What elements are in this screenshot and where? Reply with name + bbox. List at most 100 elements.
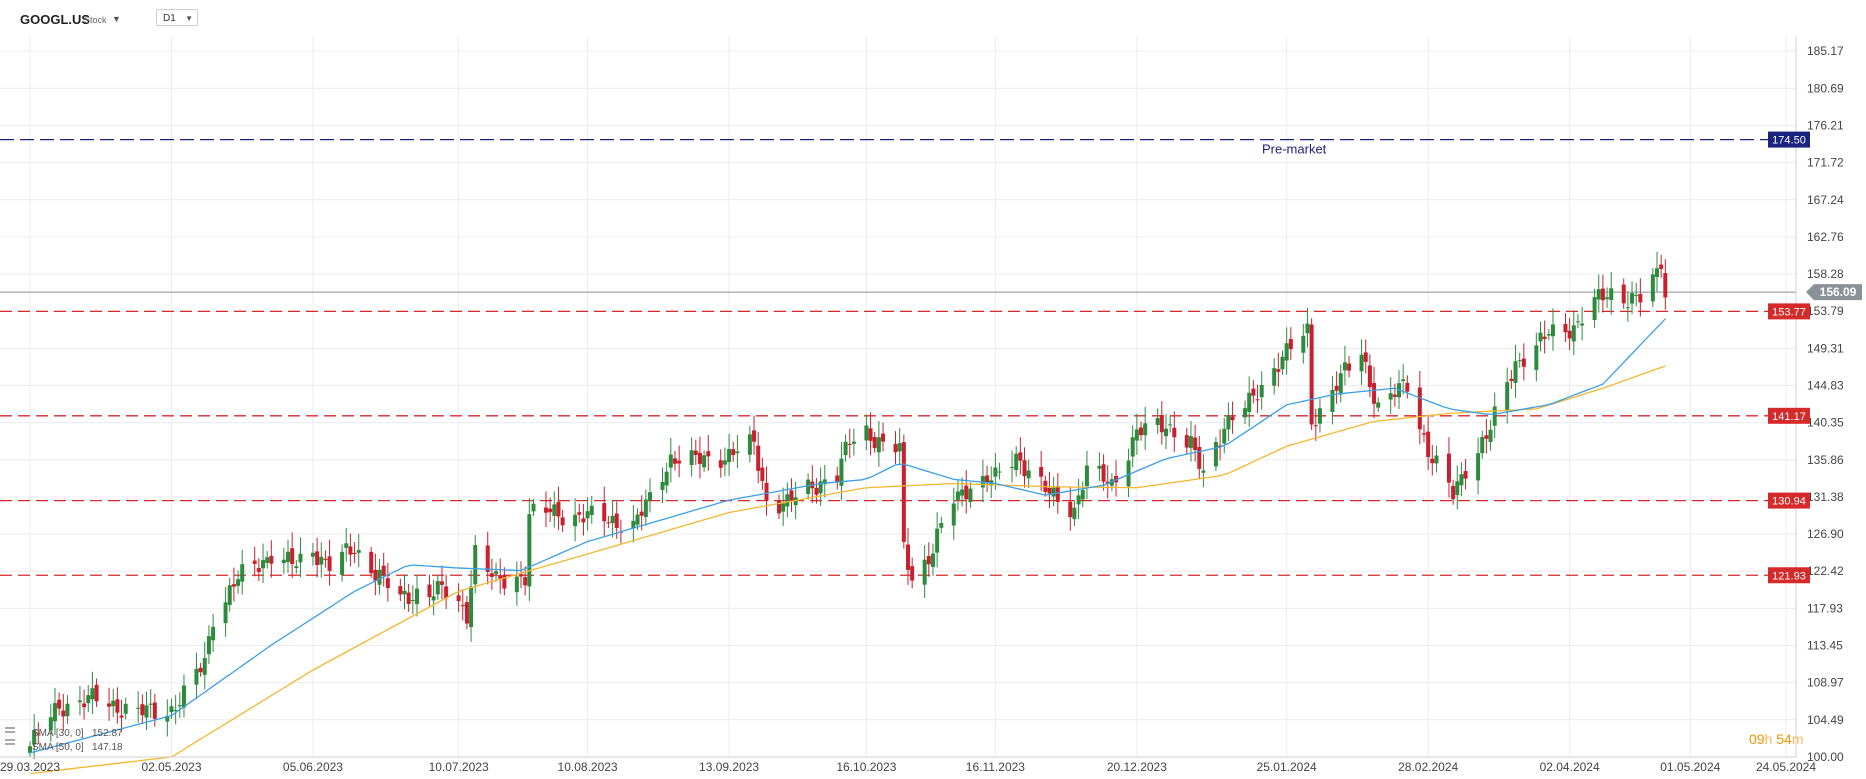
candle-up xyxy=(660,481,665,490)
y-tick-label: 122.42 xyxy=(1807,564,1844,578)
candle-down xyxy=(1521,358,1526,367)
candle-down xyxy=(1663,273,1668,298)
candle-up xyxy=(1109,479,1114,486)
candle-up xyxy=(298,553,303,563)
candle-down xyxy=(1563,324,1568,333)
candle-up xyxy=(573,514,578,527)
candle-up xyxy=(1455,481,1460,496)
candle-up xyxy=(822,479,827,485)
candle-down xyxy=(1600,288,1605,301)
timer-hours: 09 xyxy=(1749,731,1765,747)
candle-up xyxy=(610,515,615,524)
candle-up xyxy=(206,636,211,655)
candle-down xyxy=(752,430,757,442)
candle-up xyxy=(340,551,345,575)
candle-up xyxy=(1650,274,1655,302)
candle-up xyxy=(1609,288,1614,301)
candle-up xyxy=(469,586,474,628)
candle-up xyxy=(1480,437,1485,454)
candle-down xyxy=(1288,339,1293,350)
candle-up xyxy=(747,434,752,455)
candle-down xyxy=(1309,324,1314,425)
time-axis[interactable]: 29.03.2023 02.05.2023 05.06.2023 10.07.2023… xyxy=(0,756,1816,774)
candle-down xyxy=(61,710,66,717)
candle-down xyxy=(602,503,607,522)
candle-down xyxy=(672,458,677,464)
sma-30-line xyxy=(29,318,1666,754)
candle-down xyxy=(1022,460,1027,477)
candle-down xyxy=(498,575,503,579)
candle-up xyxy=(310,552,315,557)
candle-down xyxy=(198,667,203,673)
y-tick-label: 158.28 xyxy=(1807,267,1844,281)
candle-up xyxy=(1130,437,1135,457)
symbol-dropdown-icon[interactable]: ▼ xyxy=(112,14,121,24)
candle-up xyxy=(1201,470,1206,473)
candle-up xyxy=(1571,325,1576,342)
candle-up xyxy=(1080,490,1085,500)
candle-down xyxy=(868,428,873,441)
candle-down xyxy=(872,436,877,449)
symbol-name[interactable]: GOOGL.US xyxy=(20,12,91,27)
candle-up xyxy=(344,543,349,548)
candle-up xyxy=(1014,453,1019,471)
x-tick-label: 25.01.2024 xyxy=(1257,760,1317,774)
candle-down xyxy=(1446,453,1451,483)
candle-up xyxy=(1592,297,1597,321)
candle-up xyxy=(1010,467,1015,469)
premarket-price-tag: 174.50 xyxy=(1768,131,1810,148)
level-price-tag-box xyxy=(1768,303,1810,320)
timeframe-select[interactable]: D1 ▼ xyxy=(156,9,198,26)
candle-down xyxy=(614,513,619,529)
candle-up xyxy=(1243,408,1248,418)
candle-down xyxy=(1451,485,1456,500)
candle-up xyxy=(527,514,532,587)
candle-down xyxy=(910,566,915,581)
candle-up xyxy=(1634,294,1639,296)
candle-up xyxy=(993,467,998,477)
candle-up xyxy=(1188,436,1193,448)
candle-down xyxy=(760,467,765,481)
candle-down xyxy=(1430,458,1435,464)
y-tick-label: 171.72 xyxy=(1807,156,1844,170)
candle-down xyxy=(756,445,761,471)
indicator-legend: SMA [30, 0] 152.87 SMA [50, 0] 147.18 xyxy=(32,728,123,753)
x-tick-label: 24.05.2024 xyxy=(1756,760,1816,774)
candle-up xyxy=(1305,323,1310,334)
candle-up xyxy=(960,489,965,496)
candle-down xyxy=(489,573,494,577)
candle-up xyxy=(1084,465,1089,487)
candle-down xyxy=(1405,382,1410,392)
candle-down xyxy=(502,574,507,589)
chart-toolbar: GOOGL.US Stock ▼ D1 ▼ xyxy=(0,0,1866,36)
candle-up xyxy=(897,443,902,452)
candle-down xyxy=(369,551,374,574)
price-axis[interactable]: 185.17 180.69 176.21 171.72 167.24 162.76 158.… xyxy=(1795,36,1844,764)
candle-up xyxy=(169,706,174,713)
candle-up xyxy=(194,668,199,685)
candle-countdown: 09h 54m xyxy=(1749,731,1804,747)
candle-up xyxy=(1342,362,1347,371)
candle-up xyxy=(211,626,216,641)
candle-up xyxy=(1630,293,1635,304)
indicator-settings-icon[interactable] xyxy=(4,725,20,751)
candle-up xyxy=(431,596,436,601)
candle-up xyxy=(1655,268,1660,278)
candle-up xyxy=(1459,474,1464,486)
candle-up xyxy=(1097,465,1102,469)
candle-down xyxy=(906,544,910,570)
candle-up xyxy=(494,571,499,574)
candle-down xyxy=(398,586,403,595)
x-tick-label: 28.02.2024 xyxy=(1398,760,1458,774)
candle-up xyxy=(223,602,228,624)
candle-down xyxy=(82,703,87,708)
candle-up xyxy=(123,703,128,714)
candle-down xyxy=(1638,294,1643,303)
candle-up xyxy=(144,705,149,718)
candle-down xyxy=(847,443,852,445)
candle-up xyxy=(148,703,153,705)
chevron-down-icon: ▼ xyxy=(185,14,193,23)
candle-up xyxy=(785,494,790,507)
candle-down xyxy=(439,581,444,585)
